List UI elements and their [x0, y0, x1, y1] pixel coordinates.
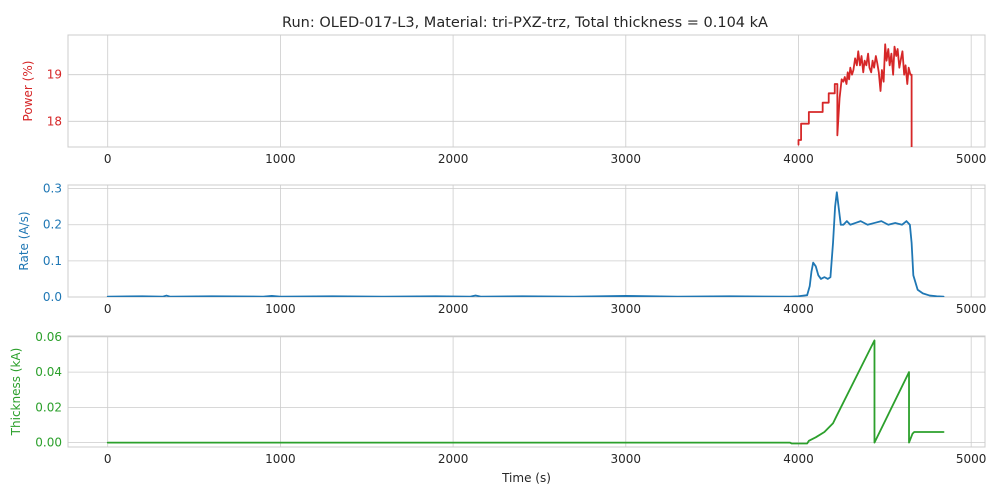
thickness-axes-frame: [67, 335, 986, 448]
power-x-tick-label: 2000: [438, 152, 469, 166]
thickness-x-tick-label: 4000: [783, 452, 814, 466]
power-y-tick-label: 19: [47, 68, 62, 82]
rate-panel: 0 1000 2000 3000 4000 5000 0.0 0.1 0.2 0.3 Rate (A…: [17, 182, 986, 316]
thickness-x-tick-label: 1000: [265, 452, 296, 466]
thickness-series-line: [106, 339, 945, 445]
thickness-x-tick-label: 5000: [956, 452, 987, 466]
rate-y-tick-label: 0.1: [43, 254, 62, 268]
power-y-tick-label: 18: [47, 114, 62, 128]
rate-y-axis-label: Rate (A/s): [17, 211, 31, 270]
rate-x-tick-label: 0: [104, 302, 112, 316]
power-x-tick-label: 1000: [265, 152, 296, 166]
thickness-y-tick-label: 0.00: [35, 436, 62, 450]
thickness-y-tick-label: 0.02: [35, 400, 62, 414]
rate-x-tick-label: 1000: [265, 302, 296, 316]
thickness-y-axis-label: Thickness (kA): [9, 348, 23, 437]
power-series-line: [797, 43, 913, 147]
thickness-x-tick-label: 3000: [611, 452, 642, 466]
rate-y-tick-label: 0.0: [43, 290, 62, 304]
rate-gridlines: [68, 185, 985, 298]
rate-x-tick-label: 3000: [611, 302, 642, 316]
thickness-y-tick-label: 0.06: [35, 330, 62, 344]
rate-series-line: [106, 191, 945, 297]
power-axes-frame: [67, 34, 986, 148]
power-x-tick-label: 4000: [783, 152, 814, 166]
power-y-axis-label: Power (%): [21, 61, 35, 122]
rate-axes-frame: [67, 184, 986, 298]
rate-y-tick-label: 0.2: [43, 218, 62, 232]
rate-x-tick-label: 5000: [956, 302, 987, 316]
thickness-gridlines: [68, 336, 985, 447]
thickness-x-tick-label: 2000: [438, 452, 469, 466]
chart-panels: 0 1000 2000 3000 4000 5000 18 19 Power (%) 0 1000 2…: [9, 34, 987, 485]
rate-x-tick-label: 2000: [438, 302, 469, 316]
power-x-tick-label: 3000: [611, 152, 642, 166]
power-x-tick-label: 5000: [956, 152, 987, 166]
power-panel: 0 1000 2000 3000 4000 5000 18 19 Power (%): [21, 34, 987, 166]
thickness-panel: 0 1000 2000 3000 4000 5000 0.00 0.02 0.04 0.06 Thi…: [9, 330, 986, 485]
rate-x-tick-label: 4000: [783, 302, 814, 316]
rate-y-tick-label: 0.3: [43, 182, 62, 196]
power-x-tick-label: 0: [104, 152, 112, 166]
thickness-x-axis-label: Time (s): [501, 471, 551, 485]
power-gridlines: [68, 35, 985, 147]
thickness-y-tick-label: 0.04: [35, 365, 62, 379]
chart-title: Run: OLED-017-L3, Material: tri-PXZ-trz,…: [282, 15, 768, 31]
thickness-x-tick-label: 0: [104, 452, 112, 466]
